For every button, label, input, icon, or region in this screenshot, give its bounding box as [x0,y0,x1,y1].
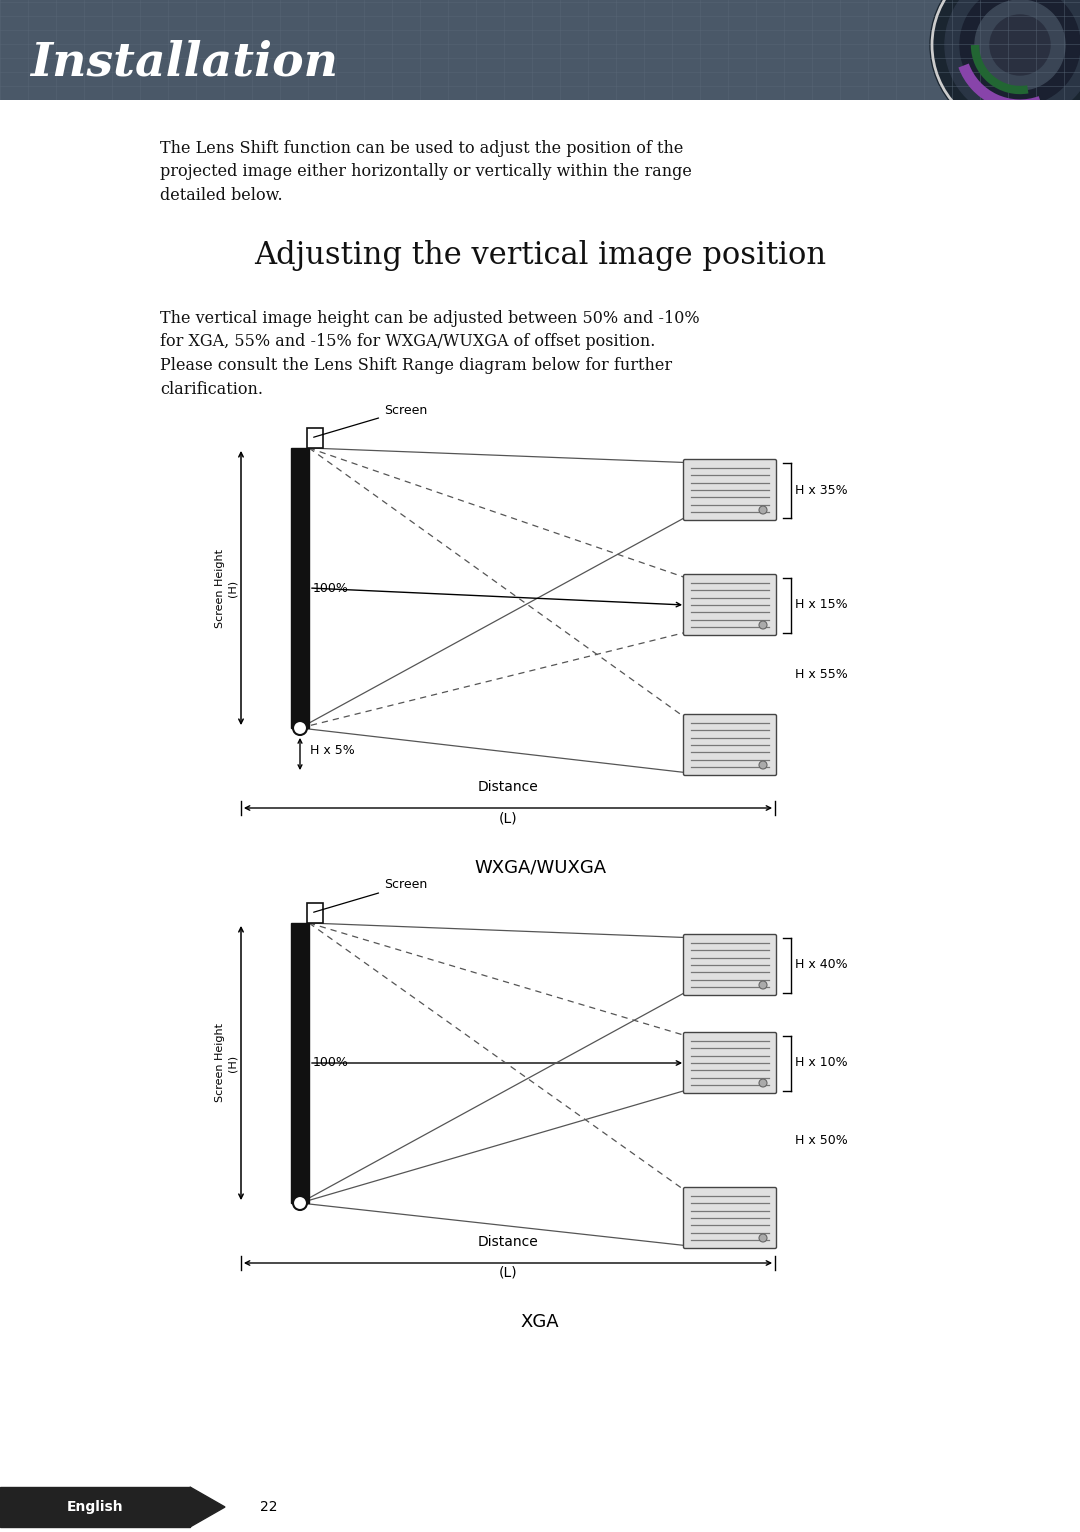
Bar [307,902,323,922]
Text: 100%: 100% [313,1057,349,1069]
Text: 100%: 100% [313,582,349,594]
Circle shape [759,980,767,990]
FancyBboxPatch shape [684,574,777,636]
FancyBboxPatch shape [684,935,777,996]
Text: Distance: Distance [477,780,538,794]
Text: (L): (L) [499,810,517,826]
Text: Screen: Screen [313,403,428,437]
Circle shape [759,1233,767,1242]
Circle shape [759,620,767,630]
Circle shape [759,506,767,515]
Text: H x 55%: H x 55% [795,668,848,682]
Text: XGA: XGA [521,1313,559,1331]
Polygon shape [190,1488,225,1527]
Text: H x 40%: H x 40% [795,959,848,971]
Text: Adjusting the vertical image position: Adjusting the vertical image position [254,241,826,271]
Circle shape [930,0,1080,135]
Bar [0,1488,190,1527]
Bar [291,447,309,728]
Circle shape [990,15,1050,75]
Text: The vertical image height can be adjusted between 50% and -10%
for XGA, 55% and : The vertical image height can be adjuste… [160,309,700,397]
Text: H x 15%: H x 15% [795,599,848,611]
Text: H x 35%: H x 35% [795,484,848,496]
Circle shape [975,0,1065,90]
Text: H x 10%: H x 10% [795,1057,848,1069]
Circle shape [759,1079,767,1088]
Text: Screen Height
(H): Screen Height (H) [215,548,237,628]
FancyBboxPatch shape [684,1187,777,1249]
Text: Screen Height
(H): Screen Height (H) [215,1023,237,1103]
Text: WXGA/WUXGA: WXGA/WUXGA [474,858,606,876]
Circle shape [293,1196,307,1210]
Text: The Lens Shift function can be used to adjust the position of the
projected imag: The Lens Shift function can be used to a… [160,139,692,204]
Text: Installation: Installation [30,38,338,84]
Text: H x 5%: H x 5% [310,745,354,757]
Text: (L): (L) [499,1265,517,1281]
Bar [291,922,309,1203]
Text: Screen: Screen [313,878,428,912]
Text: English: English [67,1500,123,1514]
Text: Distance: Distance [477,1235,538,1249]
FancyBboxPatch shape [684,1033,777,1094]
Circle shape [945,0,1080,119]
Bar [307,427,323,447]
FancyBboxPatch shape [684,714,777,775]
Text: 22: 22 [260,1500,278,1514]
Circle shape [293,722,307,735]
FancyBboxPatch shape [684,460,777,521]
Text: H x 50%: H x 50% [795,1134,848,1147]
Circle shape [960,0,1080,106]
Circle shape [759,761,767,769]
